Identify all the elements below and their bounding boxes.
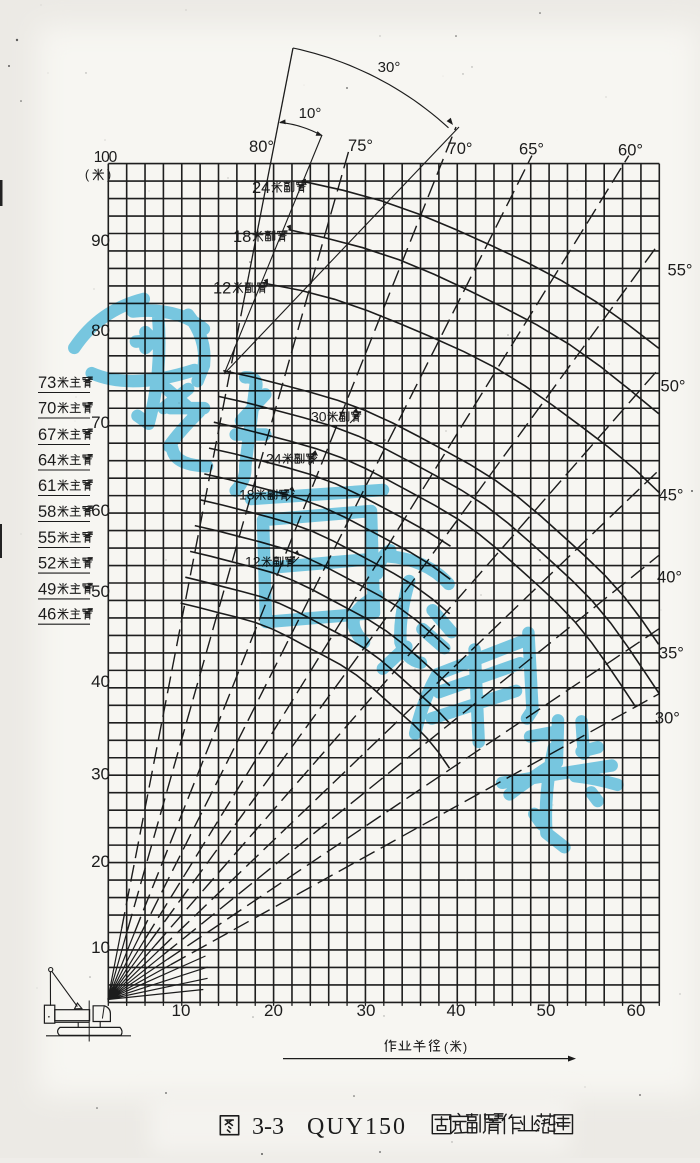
- svg-text:55: 55: [38, 529, 56, 547]
- svg-text:60: 60: [91, 501, 110, 520]
- svg-text:65°: 65°: [519, 141, 544, 159]
- svg-text:35°: 35°: [659, 644, 684, 662]
- svg-text:30°: 30°: [655, 709, 680, 727]
- svg-text:30: 30: [357, 1001, 376, 1020]
- svg-text:75°: 75°: [348, 137, 373, 155]
- svg-text:30°: 30°: [378, 59, 401, 76]
- svg-text:70: 70: [91, 413, 110, 432]
- svg-text:20: 20: [264, 1001, 283, 1020]
- svg-text:18: 18: [233, 228, 251, 246]
- svg-text:64: 64: [38, 452, 56, 470]
- svg-text:30: 30: [311, 409, 327, 425]
- svg-text:46: 46: [38, 606, 56, 624]
- svg-text:(: (: [85, 167, 90, 182]
- svg-text:73: 73: [38, 374, 56, 392]
- svg-text:QUY150: QUY150: [307, 1114, 407, 1140]
- svg-text:20: 20: [91, 852, 110, 871]
- svg-text:40: 40: [447, 1001, 466, 1020]
- svg-text:10°: 10°: [299, 105, 322, 122]
- svg-text:90: 90: [91, 231, 110, 250]
- svg-text:24: 24: [266, 451, 282, 467]
- svg-text:60: 60: [627, 1001, 646, 1020]
- svg-text:49: 49: [38, 580, 56, 598]
- svg-text:45°: 45°: [659, 486, 684, 504]
- svg-text:100: 100: [94, 149, 118, 166]
- svg-text:60°: 60°: [618, 142, 643, 160]
- svg-text:12: 12: [213, 280, 231, 298]
- svg-text:10: 10: [172, 1001, 191, 1020]
- svg-text:40°: 40°: [657, 569, 682, 587]
- svg-text:70°: 70°: [448, 140, 473, 158]
- svg-text:): ): [107, 167, 111, 182]
- svg-text:50: 50: [91, 582, 110, 601]
- svg-text:70: 70: [38, 400, 56, 418]
- svg-text:(: (: [444, 1041, 449, 1055]
- svg-text:80°: 80°: [249, 138, 274, 156]
- svg-text:12: 12: [245, 554, 261, 570]
- svg-text:30: 30: [91, 765, 110, 784]
- svg-text:58: 58: [38, 503, 56, 521]
- svg-text:52: 52: [38, 555, 56, 573]
- svg-text:50: 50: [537, 1001, 556, 1020]
- svg-text:55°: 55°: [668, 262, 693, 280]
- svg-text:61: 61: [38, 477, 56, 495]
- svg-text:24: 24: [252, 179, 270, 197]
- svg-text:50°: 50°: [661, 378, 686, 396]
- svg-text:3-3: 3-3: [252, 1114, 284, 1140]
- svg-text:67: 67: [38, 426, 56, 444]
- svg-text:40: 40: [91, 672, 110, 691]
- svg-text:): ): [463, 1041, 467, 1055]
- svg-text:10: 10: [91, 938, 110, 957]
